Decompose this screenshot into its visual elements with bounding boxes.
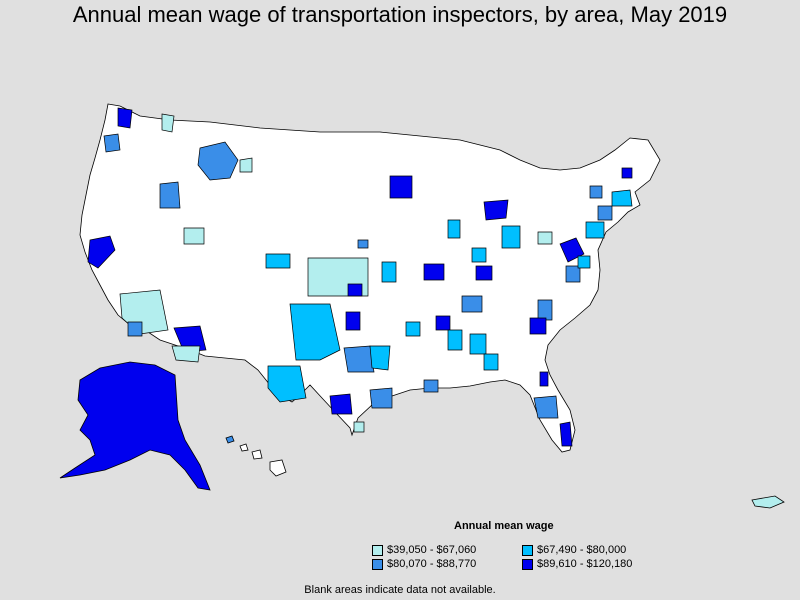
legend-label: $67,490 - $80,000 (537, 544, 627, 556)
legend-item: $80,070 - $88,770 (372, 558, 522, 570)
legend-label: $80,070 - $88,770 (387, 558, 477, 570)
legend-label: $39,050 - $67,060 (387, 544, 477, 556)
legend-title: Annual mean wage (454, 520, 554, 532)
puerto-rico (751, 495, 785, 509)
legend-item: $39,050 - $67,060 (372, 544, 522, 556)
legend-swatch (372, 544, 383, 556)
legend-item: $89,610 - $120,180 (522, 558, 672, 570)
legend-item: $67,490 - $80,000 (522, 544, 672, 556)
map-title: Annual mean wage of transportation inspe… (72, 2, 728, 27)
footnote: Blank areas indicate data not available. (304, 584, 496, 596)
legend-swatch (372, 558, 383, 570)
legend-label: $89,610 - $120,180 (537, 558, 633, 570)
hawaii (225, 435, 287, 477)
alaska (59, 361, 211, 491)
legend-swatch (522, 544, 533, 556)
legend: Annual mean wage $39,050 - $67,060 $67,4… (372, 520, 672, 570)
legend-swatch (522, 558, 533, 570)
colored-areas (87, 107, 633, 447)
